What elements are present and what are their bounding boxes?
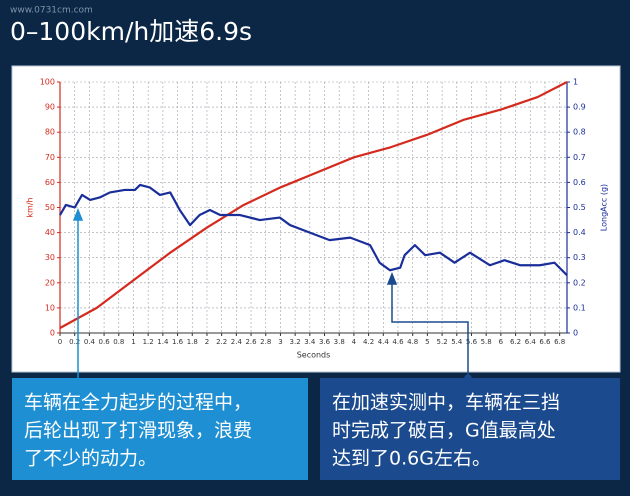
y2-tick-label: 0.6 (573, 178, 586, 187)
y2-axis-label: LongAcc (g) (600, 184, 609, 231)
callout-arrow (386, 271, 472, 382)
y2-tick-label: 0.1 (573, 303, 586, 312)
y-tick-label: 20 (45, 278, 55, 287)
x-tick-label: 2.2 (216, 338, 227, 346)
x-tick-label: 0.6 (99, 338, 111, 346)
x-tick-label: 5 (425, 338, 429, 346)
note-box (12, 378, 308, 480)
y-tick-label: 70 (45, 153, 55, 162)
callout-line (391, 278, 469, 378)
arrowhead (72, 207, 84, 221)
x-tick-label: 4.6 (392, 338, 404, 346)
x-tick-label: 3 (278, 338, 282, 346)
y-tick-label: 10 (45, 303, 55, 312)
chart: 0 0.2 0.4 0.6 0.8 1 1.2 1.4 1.6 1.8 2 2.2 2.4 2.6 2.8 3… (26, 78, 609, 360)
y-tick-label: 60 (45, 178, 55, 187)
note-text: 达到了0.6G左右。 (332, 448, 491, 470)
x-tick-label: 1.8 (187, 338, 198, 346)
y-tick-label: 80 (45, 128, 55, 137)
y-tick-label: 0 (50, 329, 55, 338)
x-tick-label: 6.8 (554, 338, 565, 346)
note-text: 后轮出现了打滑现象，浪费 (24, 420, 252, 442)
y-tick-label: 30 (45, 253, 55, 262)
x-tick-label: 4.2 (363, 338, 374, 346)
page-title: 0–100km/h加速6.9s (10, 17, 252, 46)
x-tick-label: 2 (205, 338, 209, 346)
x-tick-label: 0.4 (84, 338, 96, 346)
watermark: www.0731cm.com (10, 6, 93, 16)
note-text: 在加速实测中，车辆在三挡 (332, 392, 560, 414)
x-tick-label: 5.2 (437, 338, 448, 346)
x-tick-label: 0.8 (113, 338, 124, 346)
data-line (59, 81, 568, 329)
x-axis-label: Seconds (297, 351, 331, 360)
y2-tick-label: 0.3 (573, 253, 586, 262)
x-tick-label: 5.8 (481, 338, 492, 346)
x-tick-label: 6.2 (510, 338, 521, 346)
note-text: 时完成了破百，G值最高处 (332, 420, 556, 442)
callout-dot (464, 374, 472, 382)
x-tick-label: 3.6 (319, 338, 331, 346)
y-tick-label: 100 (40, 78, 55, 87)
x-tick-label: 2.6 (245, 338, 257, 346)
x-tick-label: 1.6 (172, 338, 184, 346)
x-tick-label: 4.8 (407, 338, 418, 346)
data-line (59, 183, 568, 277)
y2-tick-label: 0.5 (573, 203, 586, 212)
x-tick-label: 6.6 (539, 338, 551, 346)
note-text: 车辆在全力起步的过程中， (24, 392, 252, 414)
x-tick-label: 5.4 (451, 338, 463, 346)
arrowhead (386, 271, 398, 285)
y2-tick-label: 0 (573, 329, 578, 338)
y2-tick-label: 1 (573, 78, 578, 87)
x-tick-label: 3.8 (334, 338, 345, 346)
y-tick-label: 90 (45, 103, 55, 112)
x-tick-label: 0.2 (69, 338, 80, 346)
y2-tick-label: 0.4 (573, 228, 586, 237)
y2-tick-label: 0.8 (573, 128, 586, 137)
y2-tick-label: 0.9 (573, 103, 586, 112)
x-tick-label: 6.4 (525, 338, 537, 346)
y-tick-label: 40 (45, 228, 55, 237)
x-tick-label: 5.6 (466, 338, 478, 346)
x-tick-label: 4 (352, 338, 357, 346)
x-tick-label: 6 (499, 338, 504, 346)
y-axis-label: km/h (26, 197, 35, 217)
x-tick-label: 1.4 (157, 338, 169, 346)
x-tick-label: 2.8 (260, 338, 271, 346)
callout-arrow (72, 207, 84, 378)
x-tick-label: 4.4 (378, 338, 390, 346)
y2-tick-label: 0.7 (573, 153, 586, 162)
note-box (320, 378, 620, 480)
note-text: 了不少的动力。 (24, 448, 157, 470)
x-tick-label: 0 (58, 338, 62, 346)
x-tick-label: 3.2 (290, 338, 301, 346)
y2-tick-label: 0.2 (573, 278, 586, 287)
x-tick-label: 2.4 (231, 338, 243, 346)
x-tick-label: 1 (131, 338, 135, 346)
chart-panel (11, 65, 621, 373)
x-tick-label: 3.4 (304, 338, 316, 346)
x-tick-label: 1.2 (143, 338, 154, 346)
y-tick-label: 50 (45, 203, 55, 212)
